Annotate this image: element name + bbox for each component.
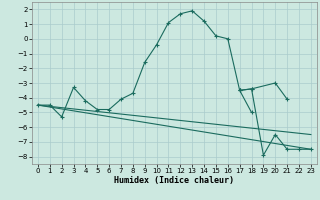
X-axis label: Humidex (Indice chaleur): Humidex (Indice chaleur) [115,176,234,185]
